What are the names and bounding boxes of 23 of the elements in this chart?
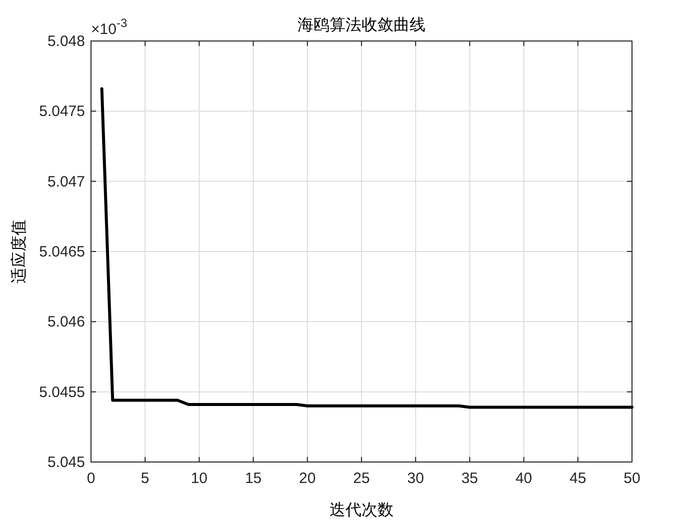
chart-title: 海鸥算法收敛曲线 (298, 15, 426, 34)
x-tick-label: 40 (515, 470, 532, 487)
x-tick-label: 50 (624, 470, 640, 487)
x-tick-label: 5 (140, 470, 150, 487)
text: ×10$^{-3}$ (91, 16, 128, 38)
y-tick-label: 5.047 (47, 173, 85, 190)
y-tick-label: 5.045 (47, 454, 85, 471)
x-tick-label: 20 (299, 470, 316, 487)
line-series (100, 87, 634, 409)
x-tick-label: 15 (244, 470, 262, 487)
y-tick-label: 5.048 (47, 33, 85, 50)
y-tick-label: 5.0475 (39, 103, 85, 120)
x-tick-label: 45 (570, 470, 586, 487)
y-tick-label: 5.0465 (39, 244, 85, 260)
x-tick-label: 0 (86, 470, 96, 487)
x-tick-label: 25 (353, 470, 370, 487)
x-tick-label: 10 (190, 470, 208, 487)
x-axis-title: 迭代次数 (330, 500, 394, 519)
x-tick-label: 30 (407, 470, 424, 487)
y-tick-label: 5.046 (47, 314, 85, 331)
y-axis-title: 适应度值 (9, 220, 28, 284)
x-tick-label: 35 (461, 470, 478, 487)
y-tick-label: 5.0455 (39, 384, 85, 401)
